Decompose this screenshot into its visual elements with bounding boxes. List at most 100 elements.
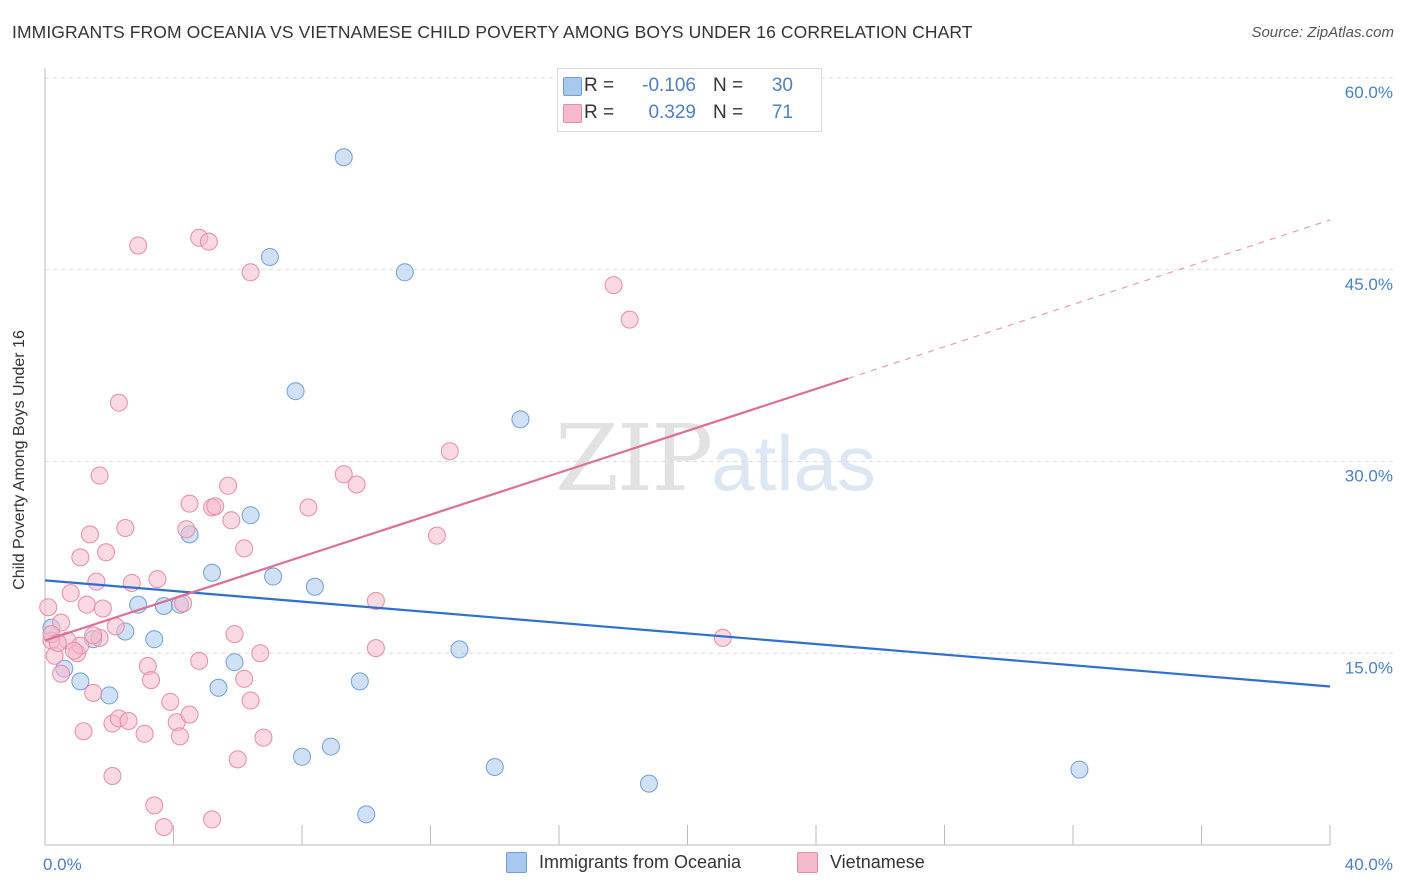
legend-row-vietnamese: R = 0.329 N = 71 (563, 100, 793, 126)
series-label-oceania: Immigrants from Oceania (539, 852, 742, 872)
data-point (71, 548, 90, 567)
data-point (264, 567, 283, 586)
watermark-atlas: atlas (711, 419, 876, 507)
data-point (334, 465, 353, 484)
trend-line-extension-vietnamese (847, 219, 1331, 379)
series-legend-vietnamese: Vietnamese (797, 852, 925, 873)
data-point (228, 750, 247, 769)
y-tick-label: 60.0% (1345, 83, 1393, 102)
data-point (109, 393, 128, 412)
y-tick-label: 45.0% (1345, 275, 1393, 294)
series-legend-oceania: Immigrants from Oceania (506, 852, 741, 873)
data-point (251, 644, 270, 663)
data-point (604, 276, 623, 295)
data-point (199, 232, 218, 251)
data-point (177, 520, 196, 539)
data-point (293, 747, 311, 766)
data-point (366, 591, 385, 610)
legend-n-value: 71 (771, 102, 793, 123)
x-tick-label: 40.0% (1345, 855, 1393, 874)
data-point (61, 584, 80, 603)
data-point (145, 630, 164, 649)
data-point (639, 774, 658, 793)
legend-row-oceania: R = -0.106 N = 30 (563, 73, 793, 99)
data-point (395, 263, 414, 282)
correlation-legend: R = -0.106 N = 30 R = 0.329 N = 71 (557, 68, 822, 132)
data-point (254, 728, 273, 747)
data-point (235, 539, 254, 558)
y-tick-label: 30.0% (1345, 467, 1393, 486)
data-point (241, 263, 260, 282)
legend-swatch-oceania (563, 77, 582, 96)
data-point (148, 570, 167, 589)
data-point (219, 476, 238, 495)
series-legend: Immigrants from Oceania Vietnamese (0, 852, 1406, 878)
data-point (161, 692, 180, 711)
data-point (103, 766, 122, 785)
data-point (52, 664, 71, 683)
series-label-vietnamese: Vietnamese (830, 852, 925, 872)
data-point (129, 236, 148, 255)
data-point (100, 686, 119, 705)
data-point (241, 691, 260, 710)
trend-line-vietnamese (44, 377, 849, 642)
data-point (64, 641, 83, 660)
data-point (119, 712, 138, 731)
data-point (52, 613, 71, 632)
legend-r-label: R = (584, 75, 615, 96)
source-label: Source: ZipAtlas.com (1251, 24, 1394, 41)
data-point (154, 818, 173, 837)
data-point (334, 148, 353, 167)
data-point (225, 625, 244, 644)
legend-n-value: 30 (771, 75, 793, 96)
data-point (135, 724, 154, 743)
data-point (80, 525, 99, 544)
data-point (203, 563, 222, 582)
data-point (84, 683, 103, 702)
data-point (180, 705, 199, 724)
data-point (206, 497, 225, 516)
data-point (511, 410, 530, 429)
data-point (39, 598, 58, 617)
data-point (357, 805, 376, 824)
data-point (74, 722, 93, 741)
data-point (286, 382, 305, 401)
data-point (235, 669, 254, 688)
series-vietnamese-points (39, 228, 732, 837)
legend-r-value: 0.329 (648, 102, 696, 123)
data-point (299, 498, 318, 517)
watermark-zip: ZIP (555, 405, 713, 512)
data-point (225, 653, 244, 672)
data-point (305, 577, 324, 596)
data-point (142, 671, 161, 690)
data-point (620, 310, 639, 329)
data-point (485, 758, 504, 777)
legend-r-label: R = (584, 102, 615, 123)
data-point (180, 494, 199, 513)
data-point (190, 651, 209, 670)
series-swatch-vietnamese (797, 852, 818, 873)
y-tick-label: 15.0% (1345, 658, 1393, 677)
data-point (427, 526, 446, 545)
data-point (203, 810, 222, 829)
data-point (440, 442, 459, 461)
data-point (366, 639, 385, 658)
data-point (209, 678, 228, 697)
trend-line-oceania (44, 579, 1331, 688)
data-point (1070, 760, 1089, 779)
data-point (71, 672, 90, 691)
legend-n-label: N = (713, 102, 744, 123)
watermark: ZIPatlas (555, 405, 876, 512)
legend-r-value: -0.106 (642, 75, 696, 96)
legend-swatch-vietnamese (563, 104, 582, 123)
data-point (93, 599, 112, 618)
data-point (450, 640, 469, 659)
data-point (321, 737, 340, 756)
series-swatch-oceania (506, 852, 527, 873)
series-oceania-points (42, 148, 1089, 824)
chart-title: IMMIGRANTS FROM OCEANIA VS VIETNAMESE CH… (12, 22, 973, 42)
data-point (241, 506, 260, 525)
legend-n-label: N = (713, 75, 744, 96)
data-point (97, 543, 116, 562)
